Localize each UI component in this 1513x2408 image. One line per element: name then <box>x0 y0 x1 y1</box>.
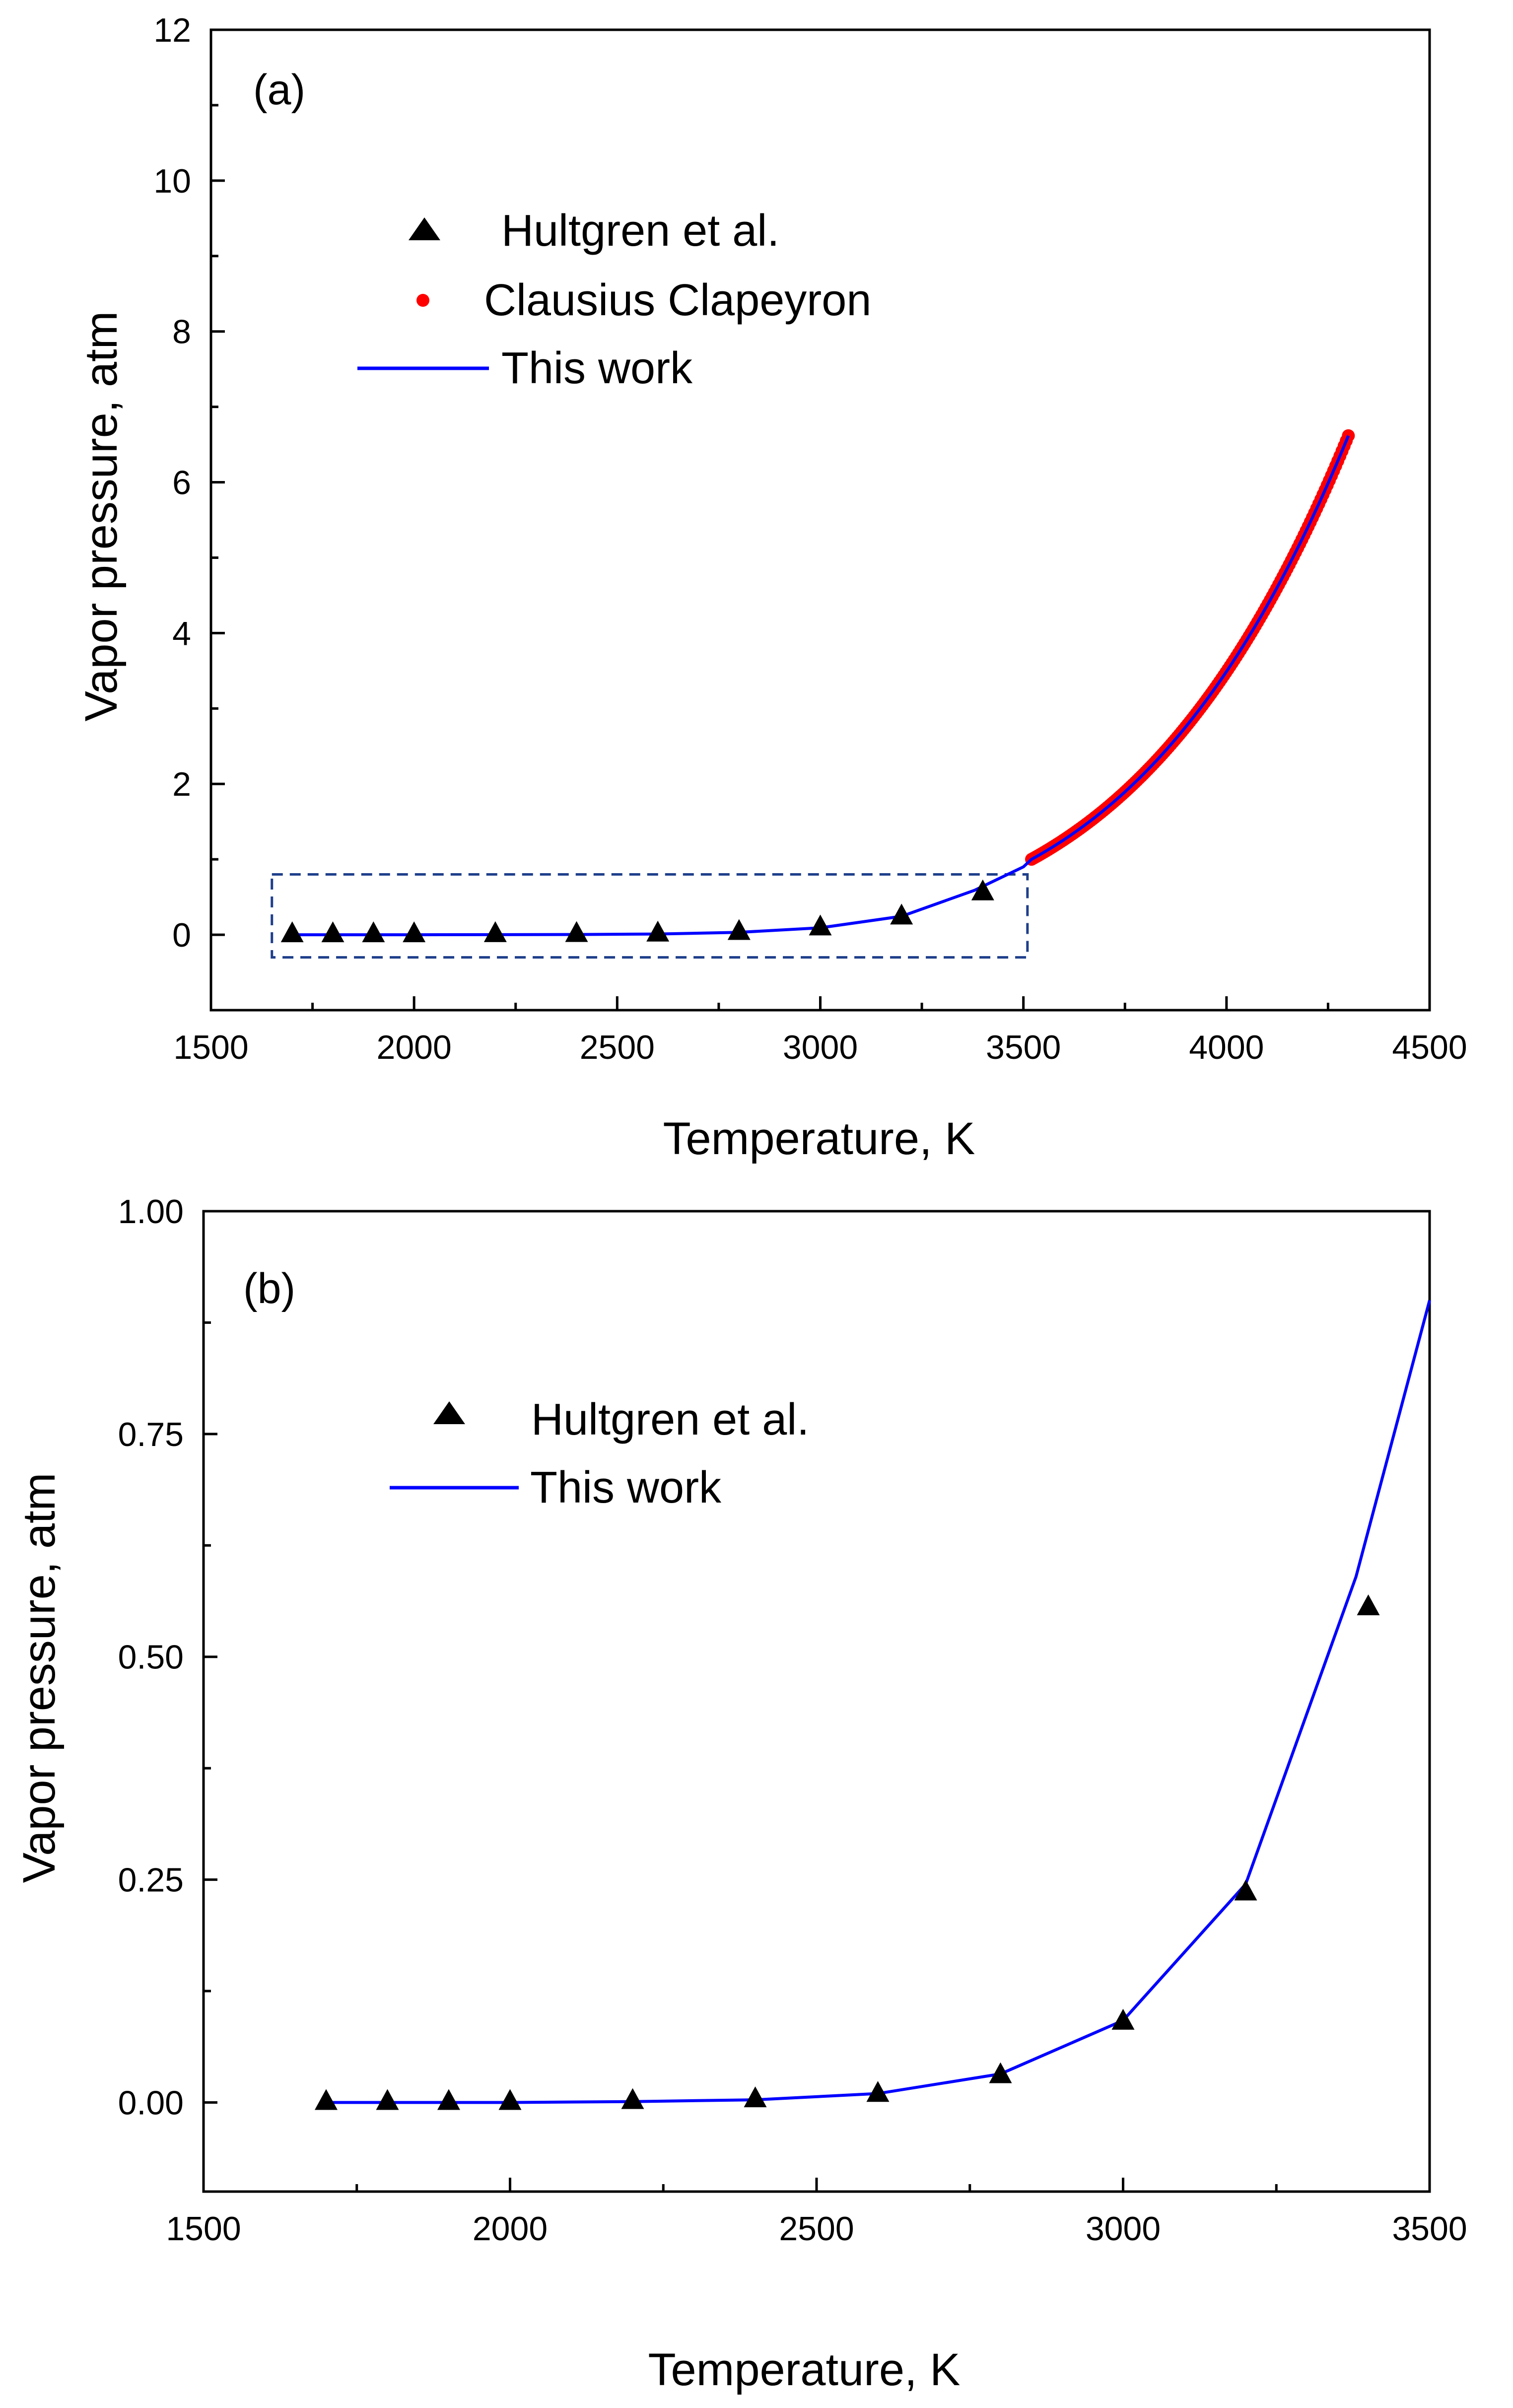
panel-b-chart: 1500 2000 2500 3000 3500 0.00 0.25 0.50 0.75 1.00… <box>14 1193 1467 2395</box>
panel-a-hultgren-point <box>971 879 994 900</box>
panel-a-y-tick-label: 12 <box>153 11 191 49</box>
panel-b-hultgren-point <box>1111 2008 1135 2030</box>
panel-b-legend-this-work-label: This work <box>530 1463 722 1513</box>
panel-b-hultgren-point <box>498 2089 522 2110</box>
panel-a-x-tick-label: 4500 <box>1392 1029 1467 1066</box>
panel-a-x-tick-label: 1500 <box>173 1029 248 1066</box>
panel-b-y-tick-label: 1.00 <box>118 1193 184 1231</box>
panel-b-hultgren-point <box>1234 1879 1257 1901</box>
panel-a-y-tick-label: 2 <box>172 765 191 803</box>
panel-b-hultgren-point <box>376 2089 399 2110</box>
panel-a-hultgren-point <box>890 903 913 925</box>
panel-b-legend: Hultgren et al. This work <box>390 1395 809 1513</box>
panel-a-this-work-line <box>292 435 1350 937</box>
panel-b-hultgren-point <box>989 2062 1012 2083</box>
panel-a-legend-clausius-marker <box>416 294 429 307</box>
panel-a-y-tick-label: 4 <box>172 615 191 652</box>
panel-a-y-tick-label: 10 <box>153 162 191 200</box>
panel-a-x-tick-label: 3000 <box>783 1029 858 1066</box>
panel-a-y-tick-label: 8 <box>172 313 191 351</box>
panel-a-y-tick-label: 6 <box>172 464 191 502</box>
panel-a-hultgren-point <box>280 921 304 943</box>
panel-b-hultgren-point <box>744 2086 767 2108</box>
panel-b-y-tick-label: 0.00 <box>118 2084 184 2122</box>
panel-b-hultgren-point <box>437 2089 460 2110</box>
panel-a-hultgren-point <box>403 921 426 943</box>
panel-b-y-axis-title: Vapor pressure, atm <box>14 1473 65 1883</box>
panel-b-x-tick-label: 1500 <box>166 2210 241 2248</box>
panel-a-x-tick-label: 2500 <box>580 1029 655 1066</box>
panel-a-zoom-box <box>271 873 1029 959</box>
panel-a-plot-area: 1500 2000 2500 3000 3500 4000 4500 0 2 4 6 8 10 12 <box>153 11 1467 1066</box>
panel-a-hultgren-point <box>362 921 385 943</box>
panel-b-x-tick-label: 2500 <box>779 2210 854 2248</box>
panel-b-hultgren-point <box>1357 1594 1380 1615</box>
panel-a-chart: 1500 2000 2500 3000 3500 4000 4500 0 2 4 6 8 10 12 Te… <box>76 11 1467 1164</box>
panel-a-legend-hultgren-marker <box>409 217 440 240</box>
panel-b-hultgren-point <box>866 2081 890 2102</box>
panel-b-x-tick-label: 2000 <box>473 2210 548 2248</box>
panel-a-x-tick-label: 4000 <box>1189 1029 1264 1066</box>
panel-a-legend-this-work-label: This work <box>501 344 693 393</box>
panel-b-y-tick-label: 0.75 <box>118 1416 184 1453</box>
panel-a-hultgren-point <box>483 921 507 942</box>
panel-b-y-tick-label: 0.25 <box>118 1861 184 1899</box>
panel-a-y-tick-label: 0 <box>172 916 191 954</box>
panel-b-plot-area: 1500 2000 2500 3000 3500 0.00 0.25 0.50 0.75 1.00 <box>118 1193 1467 2248</box>
panel-a-hultgren-point <box>321 921 344 943</box>
panel-b-hultgren-point <box>315 2089 338 2110</box>
panel-a-hultgren-point <box>727 919 751 940</box>
panel-a-legend-hultgren-label: Hultgren et al. <box>501 206 779 256</box>
panel-a-hultgren-point <box>565 921 588 942</box>
panel-a-legend: Hultgren et al. Clausius Clapeyron This … <box>357 206 871 393</box>
panel-a-hultgren-point <box>809 914 832 936</box>
panel-a-x-tick-label: 3500 <box>986 1029 1061 1066</box>
panel-a-y-axis-title: Vapor pressure, atm <box>76 311 127 722</box>
panel-b-legend-hultgren-label: Hultgren et al. <box>531 1395 809 1445</box>
panel-b-legend-hultgren-marker <box>433 1401 465 1424</box>
panel-b-hultgren-point <box>621 2088 644 2109</box>
panel-b-this-work-line <box>326 1300 1431 2104</box>
panel-b-x-tick-label: 3500 <box>1392 2210 1467 2248</box>
panel-b-y-tick-label: 0.50 <box>118 1639 184 1676</box>
panel-a-x-axis-title: Temperature, K <box>663 1113 975 1164</box>
panel-b-x-axis-title: Temperature, K <box>648 2344 961 2395</box>
panel-a-legend-clausius-label: Clausius Clapeyron <box>484 275 871 325</box>
panel-b-label: (b) <box>243 1265 295 1312</box>
panel-b-x-tick-label: 3000 <box>1086 2210 1161 2248</box>
panel-a-x-tick-label: 2000 <box>377 1029 452 1066</box>
panel-a-hultgren-point <box>646 920 670 942</box>
panel-a-label: (a) <box>253 66 305 114</box>
